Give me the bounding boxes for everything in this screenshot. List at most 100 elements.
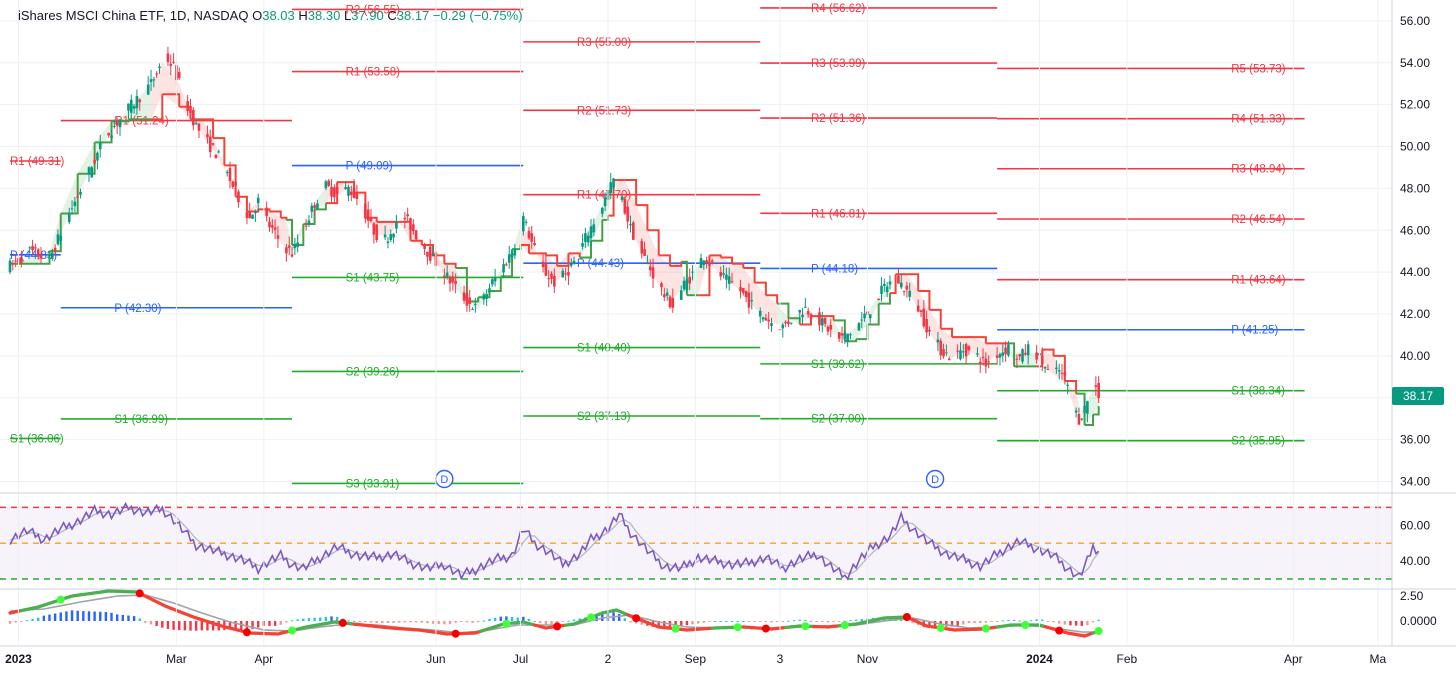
macd-histogram-bar <box>821 621 823 622</box>
close-label: C <box>387 8 396 23</box>
macd-cross-marker <box>243 628 251 636</box>
candle-body <box>93 160 96 164</box>
candle-body <box>387 241 390 243</box>
pivot-label-p: P (41.25) <box>1231 325 1278 337</box>
candle-body <box>745 291 748 297</box>
candle-body <box>502 264 505 272</box>
macd-histogram-bar <box>787 621 789 622</box>
macd-histogram-bar <box>1052 621 1054 622</box>
candle-body <box>903 291 906 292</box>
macd-tick-label: 0.0000 <box>1400 614 1437 628</box>
macd-cross-marker <box>136 589 144 597</box>
price-tick-label: 46.00 <box>1400 223 1430 237</box>
candle-body <box>110 136 113 138</box>
time-axis-label: Apr <box>1284 652 1303 666</box>
candle-body <box>841 333 844 335</box>
candle-body <box>127 104 130 111</box>
macd-cross-marker <box>1055 627 1063 635</box>
macd-histogram-bar <box>945 621 947 627</box>
candle-body <box>1016 359 1019 360</box>
candle-body <box>688 277 691 284</box>
candle-body <box>468 298 471 304</box>
candle-body <box>821 318 824 325</box>
candle-body <box>1021 349 1024 362</box>
macd-histogram-bar <box>799 620 801 621</box>
macd-histogram-bar <box>1081 621 1083 626</box>
candle-body <box>652 267 655 278</box>
pivot-label-r1: R1 (53.58) <box>346 67 401 79</box>
candle-body <box>150 79 153 82</box>
candle-body <box>257 198 260 203</box>
candle-body <box>671 298 674 308</box>
candle-body <box>889 281 892 284</box>
candle-body <box>454 281 457 284</box>
pivot-label-p: P (49.09) <box>346 161 393 173</box>
candle-body <box>1047 369 1050 370</box>
candle-body <box>483 294 486 299</box>
candle-body <box>485 294 488 299</box>
candle-body <box>1075 410 1078 412</box>
macd-histogram-bar <box>296 619 298 621</box>
macd-histogram-bar <box>347 620 349 621</box>
macd-histogram-bar <box>770 621 772 622</box>
macd-histogram-bar <box>810 621 812 622</box>
candle-body <box>514 248 517 255</box>
candle-body <box>942 349 945 356</box>
candle-body <box>968 346 971 350</box>
candle-body <box>1097 383 1100 398</box>
macd-histogram-bar <box>686 621 688 625</box>
macd-histogram-bar <box>330 616 332 621</box>
candle-body <box>169 64 172 66</box>
macd-histogram-bar <box>703 621 705 623</box>
macd-histogram-bar <box>793 620 795 621</box>
candle-body <box>612 178 615 187</box>
pivot-label-p: P (44.18) <box>811 263 858 275</box>
candle-body <box>703 261 706 265</box>
macd-histogram-bar <box>370 621 372 623</box>
candle-body <box>119 119 122 127</box>
macd-histogram-bar <box>1041 620 1043 621</box>
candle-body <box>1095 385 1098 387</box>
pivot-label-s1: S1 (39.62) <box>811 359 865 371</box>
macd-cross-marker <box>734 623 742 631</box>
candle-body <box>1055 368 1058 369</box>
candle-body <box>155 74 158 75</box>
macd-histogram-bar <box>815 621 817 622</box>
candle-body <box>167 54 170 63</box>
candle-body <box>79 192 82 195</box>
macd-histogram-bar <box>105 612 107 621</box>
candle-body <box>686 279 689 290</box>
macd-histogram-bar <box>832 621 834 622</box>
macd-histogram-bar <box>1047 621 1049 622</box>
candle-body <box>976 353 979 354</box>
macd-histogram-bar <box>804 620 806 621</box>
supertrend-fill <box>151 62 162 119</box>
macd-histogram-bar <box>178 621 180 630</box>
candle-body <box>449 278 452 284</box>
candle-body <box>858 323 861 330</box>
macd-histogram-bar <box>20 621 22 622</box>
macd-histogram-bar <box>962 621 964 625</box>
candle-body <box>739 287 742 291</box>
candle-body <box>1001 352 1004 355</box>
candle-body <box>781 325 784 329</box>
candle-body <box>28 247 31 248</box>
macd-histogram-bar <box>9 621 11 624</box>
candle-body <box>1083 406 1086 413</box>
candle-body <box>446 273 449 277</box>
macd-histogram-bar <box>533 621 535 622</box>
macd-histogram-bar <box>48 615 50 621</box>
candle-body <box>31 246 34 250</box>
candle-body <box>719 272 722 276</box>
candle-body <box>609 182 612 193</box>
candle-body <box>646 262 649 263</box>
macd-histogram-bar <box>1092 621 1094 622</box>
candle-body <box>900 283 903 288</box>
time-axis-label: Ma <box>1370 652 1387 666</box>
pivot-label-r3: R3 (48.94) <box>1231 164 1286 176</box>
candle-body <box>353 188 356 198</box>
supertrend-fill <box>591 205 602 241</box>
low-value: 37.90 <box>351 8 384 23</box>
rsi-tick-label: 60.00 <box>1400 518 1430 532</box>
